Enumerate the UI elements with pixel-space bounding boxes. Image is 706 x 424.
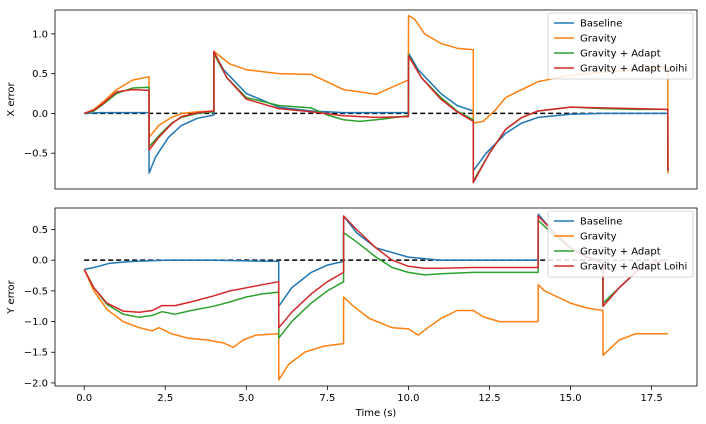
x-tick-label: 0.0 [76,393,92,404]
legend-entry: Gravity [580,232,617,243]
y-tick-label: −1.5 [24,348,48,359]
legend-entry: Baseline [580,19,622,30]
x-axis-label: Time (s) [355,408,397,419]
legend-entry: Baseline [580,217,622,228]
plot-frame [54,207,698,387]
y-axis-label: Y error [6,279,17,314]
x-tick-label: 7.5 [319,393,335,404]
x-tick-label: 10.0 [397,393,419,404]
y-tick-label: −0.5 [24,286,48,297]
y-tick-label: 0.0 [32,256,48,267]
legend-entry: Gravity + Adapt Loihi [580,262,687,273]
y-tick-label: 0.0 [32,109,48,120]
y-tick-label: 1.0 [32,29,48,40]
y-tick-label: 0.5 [32,225,48,236]
subplot-1: −0.5 0.0 0.5 1.0 X error Baseline Gravity Gravi… [6,9,698,190]
legend-box [547,12,694,80]
x-tick-label: 2.5 [157,393,173,404]
series-line-baseline [84,51,669,174]
x-tick-label: 5.0 [238,393,254,404]
y-axis-label: X error [6,81,17,116]
y-tick-label: −1.0 [24,317,48,328]
y-tick-label: 0.5 [32,69,48,80]
legend-entry: Gravity [580,34,617,45]
series-line-gravity [83,269,668,381]
x-tick-label: 15.0 [559,393,581,404]
plot-frame [54,9,698,190]
legend: Baseline Gravity Gravity + Adapt Gravity + … [547,210,694,278]
x-tick-label: 12.5 [478,393,500,404]
y-tick-label: −2.0 [24,378,48,389]
legend: Baseline Gravity Gravity + Adapt Gravity + … [547,12,694,80]
legend-entry: Gravity + Adapt Loihi [580,64,687,75]
x-tick-label: 17.5 [640,393,662,404]
series-line-gravity-adapt-loihi [83,50,669,184]
y-tick-label: −0.5 [24,149,48,160]
legend-box [547,210,694,278]
legend-entry: Gravity + Adapt [580,49,661,60]
subplot-2: −2.0 −1.5 −1.0 −0.5 0.0 0.5 0.0 2.5 5.0 7.5 10.0 12… [6,207,698,419]
legend-entry: Gravity + Adapt [580,247,661,258]
